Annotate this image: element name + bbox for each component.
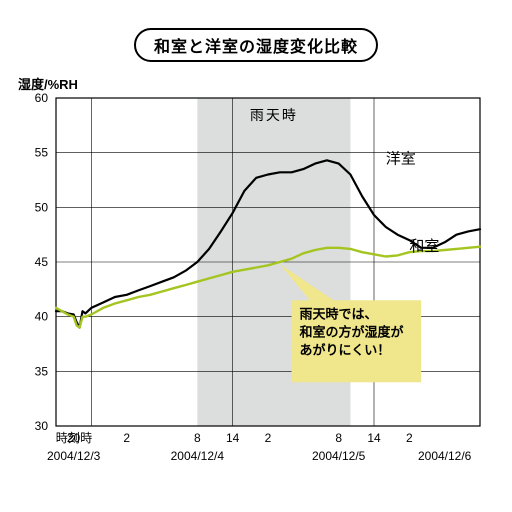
x-date-label: 2004/12/5 <box>312 449 366 463</box>
x-tick-label: 2 <box>123 431 130 445</box>
y-tick-label: 35 <box>35 364 49 378</box>
series-label-洋室: 洋室 <box>386 151 416 168</box>
humidity-chart: 30 35 40 45 50 55 60 雨天時洋室和室雨天時では、和室の方が湿度があがりにく… <box>0 0 512 512</box>
x-tick-label: 2 <box>265 431 272 445</box>
callout-line: 和室の方が湿度が <box>300 324 404 339</box>
y-tick-label: 50 <box>35 200 49 214</box>
y-tick-label: 40 <box>35 310 49 324</box>
x-tick-label: 8 <box>335 431 342 445</box>
y-tick-label: 60 <box>35 91 49 105</box>
series-label-和室: 和室 <box>409 238 439 255</box>
rain-label: 雨天時 <box>250 107 298 123</box>
callout-line: 雨天時では、 <box>300 306 378 321</box>
x-date-label: 2004/12/4 <box>171 449 225 463</box>
x-date-label: 2004/12/6 <box>418 449 472 463</box>
x-tick-label: 20時 <box>67 431 92 445</box>
y-tick-label: 55 <box>35 146 49 160</box>
x-tick-label: 14 <box>226 431 240 445</box>
y-tick-label: 30 <box>35 419 49 433</box>
x-tick-label: 2 <box>406 431 413 445</box>
y-tick-label: 45 <box>35 255 49 269</box>
x-date-label: 2004/12/3 <box>47 449 101 463</box>
x-tick-label: 8 <box>194 431 201 445</box>
callout-line: あがりにくい！ <box>300 342 391 357</box>
x-tick-label: 14 <box>367 431 381 445</box>
